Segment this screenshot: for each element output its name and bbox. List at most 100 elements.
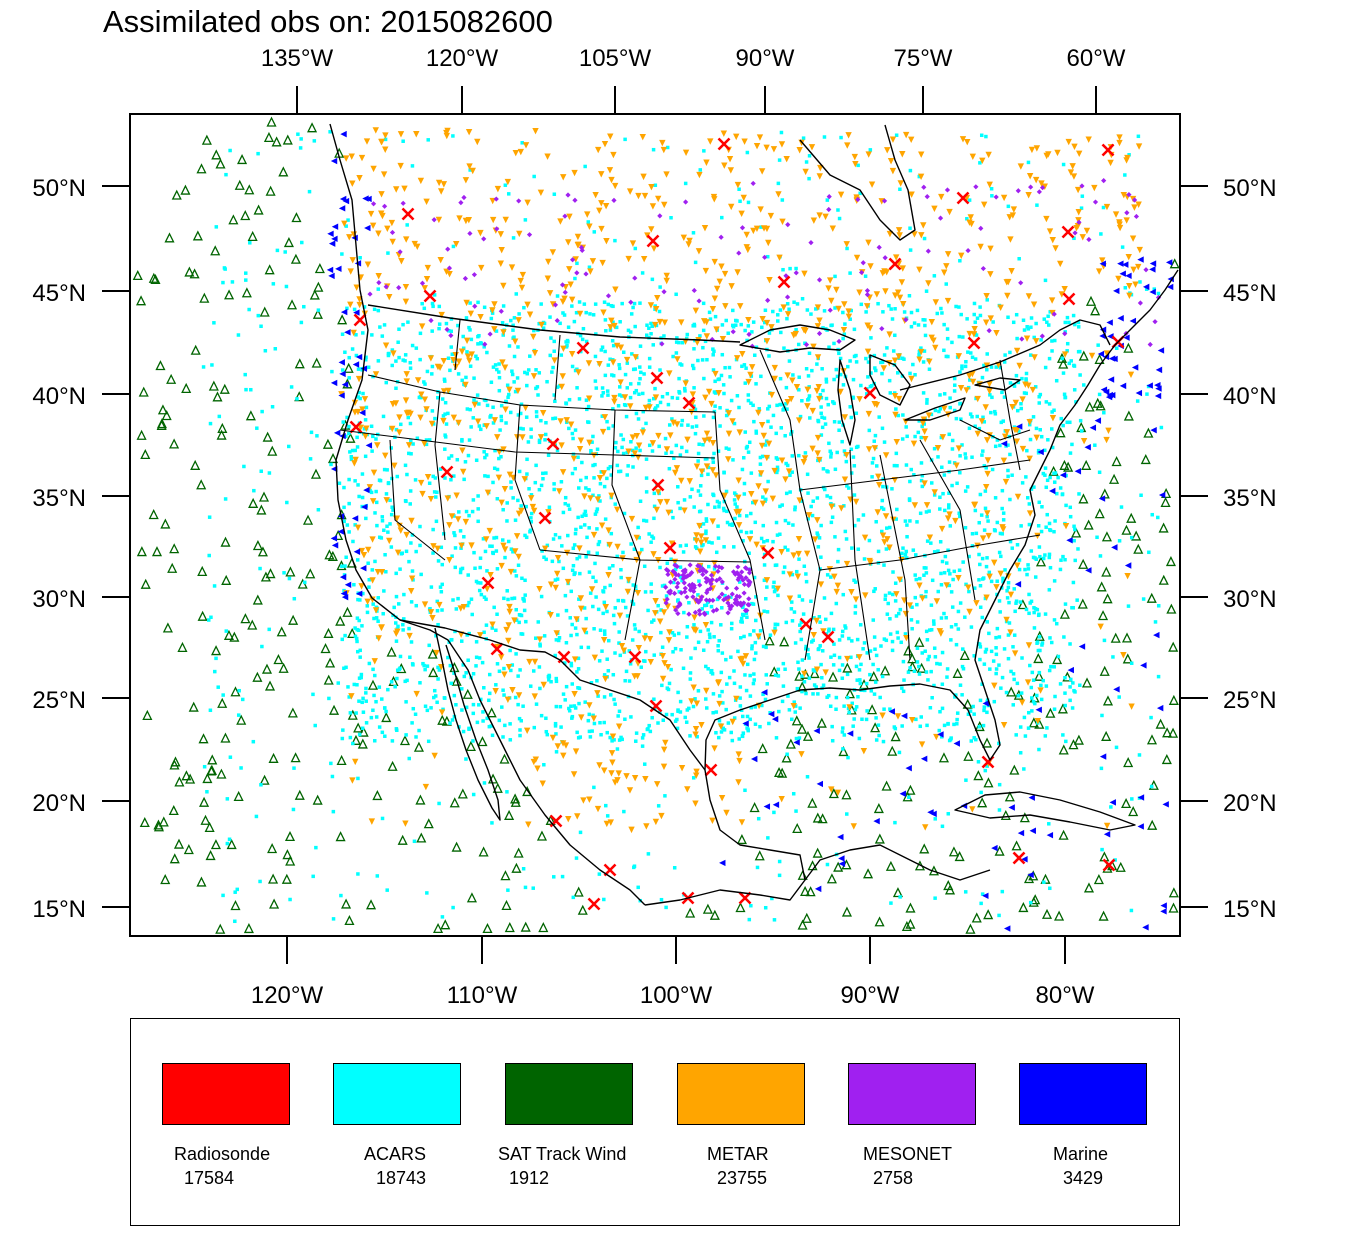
acars-marker xyxy=(973,357,978,361)
acars-marker xyxy=(973,508,978,513)
acars-marker xyxy=(974,737,978,742)
sat-track-wind-marker xyxy=(136,429,147,440)
metar-marker xyxy=(742,653,750,660)
acars-marker xyxy=(511,550,515,554)
acars-marker xyxy=(997,741,1001,746)
metar-marker xyxy=(735,522,743,529)
sat-track-wind-marker xyxy=(501,899,512,911)
acars-marker xyxy=(836,547,841,552)
metar-marker xyxy=(926,534,934,541)
acars-marker xyxy=(756,816,761,821)
acars-marker xyxy=(1019,402,1023,406)
acars-marker xyxy=(230,280,235,284)
mesonet-marker xyxy=(472,303,478,309)
acars-marker xyxy=(746,324,751,328)
metar-marker xyxy=(966,608,973,616)
acars-marker xyxy=(577,701,581,706)
metar-marker xyxy=(483,585,491,593)
metar-marker xyxy=(1061,351,1069,358)
acars-marker xyxy=(758,724,762,729)
acars-marker xyxy=(773,673,778,677)
metar-marker xyxy=(577,605,585,613)
acars-marker xyxy=(592,627,596,631)
metar-marker xyxy=(608,492,615,500)
acars-marker xyxy=(408,366,413,370)
acars-marker xyxy=(409,439,413,443)
acars-marker xyxy=(748,694,753,698)
mesonet-marker xyxy=(671,590,678,596)
acars-marker xyxy=(605,730,610,735)
metar-marker xyxy=(505,622,512,629)
acars-marker xyxy=(758,462,763,466)
mesonet-marker xyxy=(559,282,566,288)
metar-marker xyxy=(523,727,531,735)
acars-marker xyxy=(910,626,914,631)
acars-marker xyxy=(649,590,654,594)
acars-marker xyxy=(587,526,591,530)
acars-marker xyxy=(790,600,794,604)
acars-marker xyxy=(552,393,557,397)
acars-marker xyxy=(591,713,595,718)
acars-marker xyxy=(792,700,796,704)
acars-marker xyxy=(938,407,943,411)
acars-marker xyxy=(874,464,879,468)
acars-marker xyxy=(575,367,579,372)
acars-marker xyxy=(497,669,502,674)
acars-marker xyxy=(836,208,840,212)
metar-marker xyxy=(397,131,405,138)
metar-marker xyxy=(595,146,602,154)
acars-marker xyxy=(749,903,753,908)
metar-marker xyxy=(841,476,849,483)
acars-marker xyxy=(649,582,653,586)
acars-marker xyxy=(451,134,455,138)
mesonet-marker xyxy=(690,594,696,600)
acars-marker xyxy=(468,168,472,172)
acars-marker xyxy=(523,218,528,222)
acars-marker xyxy=(711,415,716,420)
acars-marker xyxy=(374,699,378,704)
metar-marker xyxy=(728,283,735,290)
acars-marker xyxy=(1014,373,1019,378)
metar-marker xyxy=(446,270,453,278)
metar-marker xyxy=(852,160,859,168)
acars-marker xyxy=(997,635,1002,639)
sat-track-wind-marker xyxy=(278,662,289,673)
metar-marker xyxy=(611,322,618,330)
acars-marker xyxy=(673,646,678,651)
acars-marker xyxy=(998,531,1003,536)
acars-marker xyxy=(1072,388,1077,392)
acars-marker xyxy=(622,511,627,516)
acars-marker xyxy=(506,192,511,196)
acars-marker xyxy=(613,238,617,243)
acars-marker xyxy=(243,372,247,377)
acars-marker xyxy=(1097,470,1102,475)
acars-marker xyxy=(597,540,602,544)
acars-marker xyxy=(228,148,232,153)
acars-marker xyxy=(616,598,620,603)
acars-marker xyxy=(1020,376,1024,381)
acars-marker xyxy=(670,417,674,421)
acars-marker xyxy=(945,675,949,679)
sat-track-wind-marker xyxy=(199,796,210,807)
acars-marker xyxy=(856,695,860,699)
metar-marker xyxy=(1026,419,1033,426)
acars-marker xyxy=(407,756,412,761)
metar-marker xyxy=(881,539,888,546)
acars-marker xyxy=(784,491,789,496)
sat-track-wind-marker xyxy=(151,546,163,557)
acars-marker xyxy=(343,564,347,568)
acars-marker xyxy=(557,535,562,540)
sat-track-wind-marker xyxy=(335,831,346,842)
acars-marker xyxy=(508,738,513,742)
metar-marker xyxy=(920,222,927,229)
acars-marker xyxy=(395,474,400,479)
acars-marker xyxy=(603,632,607,637)
sat-track-wind-marker xyxy=(215,923,226,934)
acars-marker xyxy=(506,539,511,544)
acars-marker xyxy=(1027,502,1032,506)
metar-marker xyxy=(771,375,778,383)
acars-marker xyxy=(888,391,893,395)
acars-marker xyxy=(933,817,937,821)
acars-marker xyxy=(873,647,877,651)
acars-marker xyxy=(913,373,917,377)
